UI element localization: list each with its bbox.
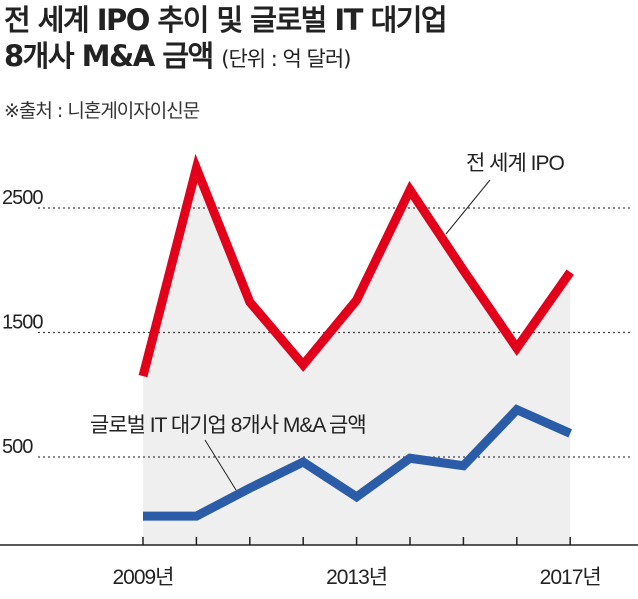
title-line-2: 8개사 M&A 금액 (단위 : 억 달러) (4, 38, 446, 77)
title-line-2-text: 8개사 M&A 금액 (4, 39, 214, 73)
title-line-1: 전 세계 IPO 추이 및 글로벌 IT 대기업 (4, 3, 448, 37)
ma-leader-line (204, 439, 237, 491)
chart-title: 전 세계 IPO 추이 및 글로벌 IT 대기업 8개사 M&A 금액 (단위 … (4, 2, 448, 77)
y-tick-label: 500 (2, 436, 33, 458)
ma-series-label: 글로벌 IT 대기업 8개사 M&A 금액 (90, 414, 366, 437)
y-tick-label: 1500 (2, 312, 43, 334)
x-tick-label: 2017년 (540, 566, 601, 589)
x-tick-label: 2009년 (112, 566, 173, 589)
unit-label: (단위 : 억 달러) (221, 47, 351, 71)
shaded-area (143, 168, 571, 546)
ipo-leader-line (445, 179, 491, 235)
x-tick-label: 2013년 (326, 566, 387, 589)
source-note: ※출처 : 니혼게이자이신문 (4, 100, 200, 122)
y-tick-label: 2500 (2, 187, 43, 209)
ipo-series-label: 전 세계 IPO (466, 152, 564, 175)
